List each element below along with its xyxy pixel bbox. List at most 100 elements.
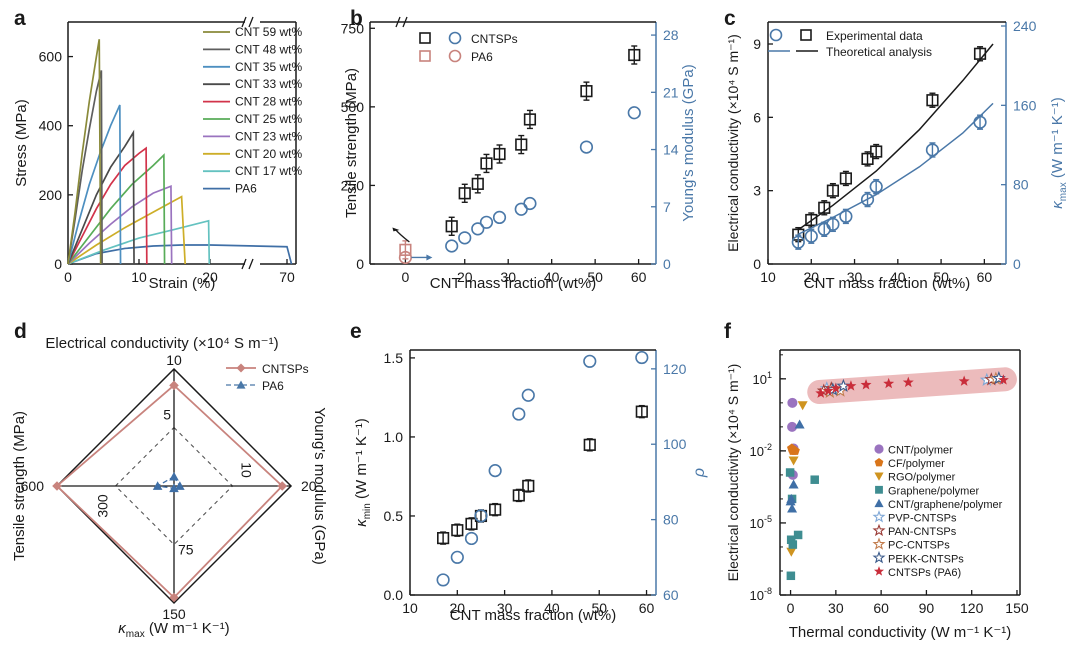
legend-marker bbox=[872, 537, 886, 550]
legend-label: CNT 35 wt% bbox=[235, 60, 302, 74]
data-point bbox=[786, 535, 796, 545]
data-point bbox=[845, 380, 857, 391]
legend-marker bbox=[874, 472, 884, 481]
y-tick-label: 0 bbox=[753, 256, 761, 272]
x-tick-label: 150 bbox=[1005, 600, 1029, 616]
data-point bbox=[465, 517, 478, 530]
data-point bbox=[471, 222, 485, 236]
data-point bbox=[883, 377, 895, 389]
y2-tick-label: 0 bbox=[1013, 256, 1021, 272]
tick-base: 10 bbox=[750, 444, 764, 459]
radar-tick: 5 bbox=[163, 407, 171, 423]
x-tick-label: 70 bbox=[279, 269, 295, 285]
y-tick-label: 0.5 bbox=[384, 508, 404, 524]
y-tick-label: 6 bbox=[753, 109, 761, 125]
legend-label: Theoretical analysis bbox=[826, 45, 932, 59]
y2-axis-title: κmax (W m⁻¹ K⁻¹) bbox=[1049, 97, 1069, 208]
legend-marker bbox=[800, 29, 812, 41]
label-rest: (W m⁻¹ K⁻¹) bbox=[353, 418, 370, 503]
data-point bbox=[926, 94, 939, 107]
legend-label: Experimental data bbox=[826, 29, 923, 43]
data-point bbox=[805, 213, 818, 227]
radar-axis-title: κmax (W m⁻¹ K⁻¹) bbox=[118, 620, 229, 640]
data-point bbox=[791, 235, 805, 249]
data-point bbox=[489, 503, 502, 516]
label-symbol: κ bbox=[353, 518, 370, 527]
legend-marker bbox=[872, 523, 886, 537]
data-point bbox=[793, 530, 803, 540]
legend-marker bbox=[236, 380, 246, 389]
curve-cnt-20-wt- bbox=[67, 195, 186, 265]
y-axis-title: Stress (MPa) bbox=[13, 99, 30, 187]
y-tick-label: 400 bbox=[39, 118, 63, 134]
highlight-band bbox=[807, 367, 1017, 405]
data-point bbox=[458, 187, 471, 200]
data-point bbox=[523, 113, 537, 126]
data-point bbox=[788, 456, 799, 466]
legend-label: RGO/polymer bbox=[888, 472, 956, 484]
panel-a: 0 10 20 70 0 200 400 600 Strain (%) Stress (MPa) C… bbox=[13, 16, 302, 292]
x-tick-label: 0 bbox=[402, 269, 410, 285]
fit-line bbox=[797, 43, 994, 231]
data-point bbox=[787, 443, 797, 453]
legend-marker bbox=[419, 50, 431, 62]
axis-break-gap bbox=[245, 259, 253, 269]
data-point bbox=[480, 157, 493, 170]
tick-exponent: 1 bbox=[767, 370, 772, 380]
radar-tick: 10 bbox=[166, 352, 182, 368]
data-point bbox=[788, 540, 798, 549]
panel-e: 10 20 30 40 50 60 0.0 0.5 1.0 1.5 60 80 100 120 CNT ma… bbox=[353, 349, 708, 624]
data-point bbox=[437, 531, 450, 545]
legend-label: CNTSPs bbox=[471, 32, 518, 46]
data-point bbox=[464, 531, 479, 546]
y-tick-label: 1.0 bbox=[384, 429, 404, 445]
x-tick-label: 50 bbox=[933, 269, 949, 285]
legend-label: PA6 bbox=[471, 50, 493, 64]
legend-label: CNTSPs bbox=[262, 362, 309, 376]
panel-label-a: a bbox=[14, 7, 26, 30]
data-point bbox=[512, 489, 525, 502]
x-tick-label: 50 bbox=[591, 600, 607, 616]
x-tick-label: 20 bbox=[457, 269, 473, 285]
x-axis-title: CNT mass fraction (wt%) bbox=[430, 275, 596, 292]
legend-label: CNT/polymer bbox=[888, 445, 953, 457]
x-axis-title: CNT mass fraction (wt%) bbox=[450, 607, 616, 624]
data-point bbox=[804, 229, 818, 243]
tick-exponent: -2 bbox=[764, 442, 772, 452]
axis-break-gap bbox=[245, 17, 253, 27]
tick-base: 10 bbox=[750, 588, 764, 603]
curve-cnt-59-wt- bbox=[67, 39, 102, 265]
data-point bbox=[785, 496, 796, 506]
y2-tick-label: 0 bbox=[663, 256, 671, 272]
data-point bbox=[958, 375, 970, 386]
label-symbol: κ bbox=[1049, 200, 1066, 209]
label-rest: (W m⁻¹ K⁻¹) bbox=[145, 620, 230, 637]
x-tick-label: 30 bbox=[497, 600, 513, 616]
y-tick-label: 1.5 bbox=[384, 350, 404, 366]
fit-line bbox=[797, 102, 994, 235]
data-point bbox=[512, 407, 526, 421]
legend-label: CNT 28 wt% bbox=[235, 95, 302, 109]
radar-point bbox=[169, 592, 179, 603]
radar-tick: 300 bbox=[95, 494, 111, 518]
data-point bbox=[635, 350, 649, 365]
axis-break-mark bbox=[395, 16, 401, 28]
data-point bbox=[869, 180, 883, 194]
data-point bbox=[398, 250, 413, 265]
curve-cnt-48-wt- bbox=[67, 70, 103, 265]
legend-label: PEKK-CNTSPs bbox=[888, 553, 964, 565]
y-tick-label: 0 bbox=[356, 256, 364, 272]
x-axis-title: CNT mass fraction (wt%) bbox=[804, 275, 970, 292]
data-point bbox=[493, 147, 506, 161]
radar-point bbox=[169, 380, 179, 391]
label-symbol: κ bbox=[118, 620, 127, 637]
data-point bbox=[515, 138, 528, 151]
axis-break-mark bbox=[402, 16, 408, 28]
radar-tick: 75 bbox=[178, 542, 194, 558]
radar-point bbox=[52, 481, 62, 491]
panel-label-f: f bbox=[724, 320, 732, 343]
legend-label: CNT 17 wt% bbox=[235, 164, 302, 178]
data-point bbox=[810, 475, 819, 484]
